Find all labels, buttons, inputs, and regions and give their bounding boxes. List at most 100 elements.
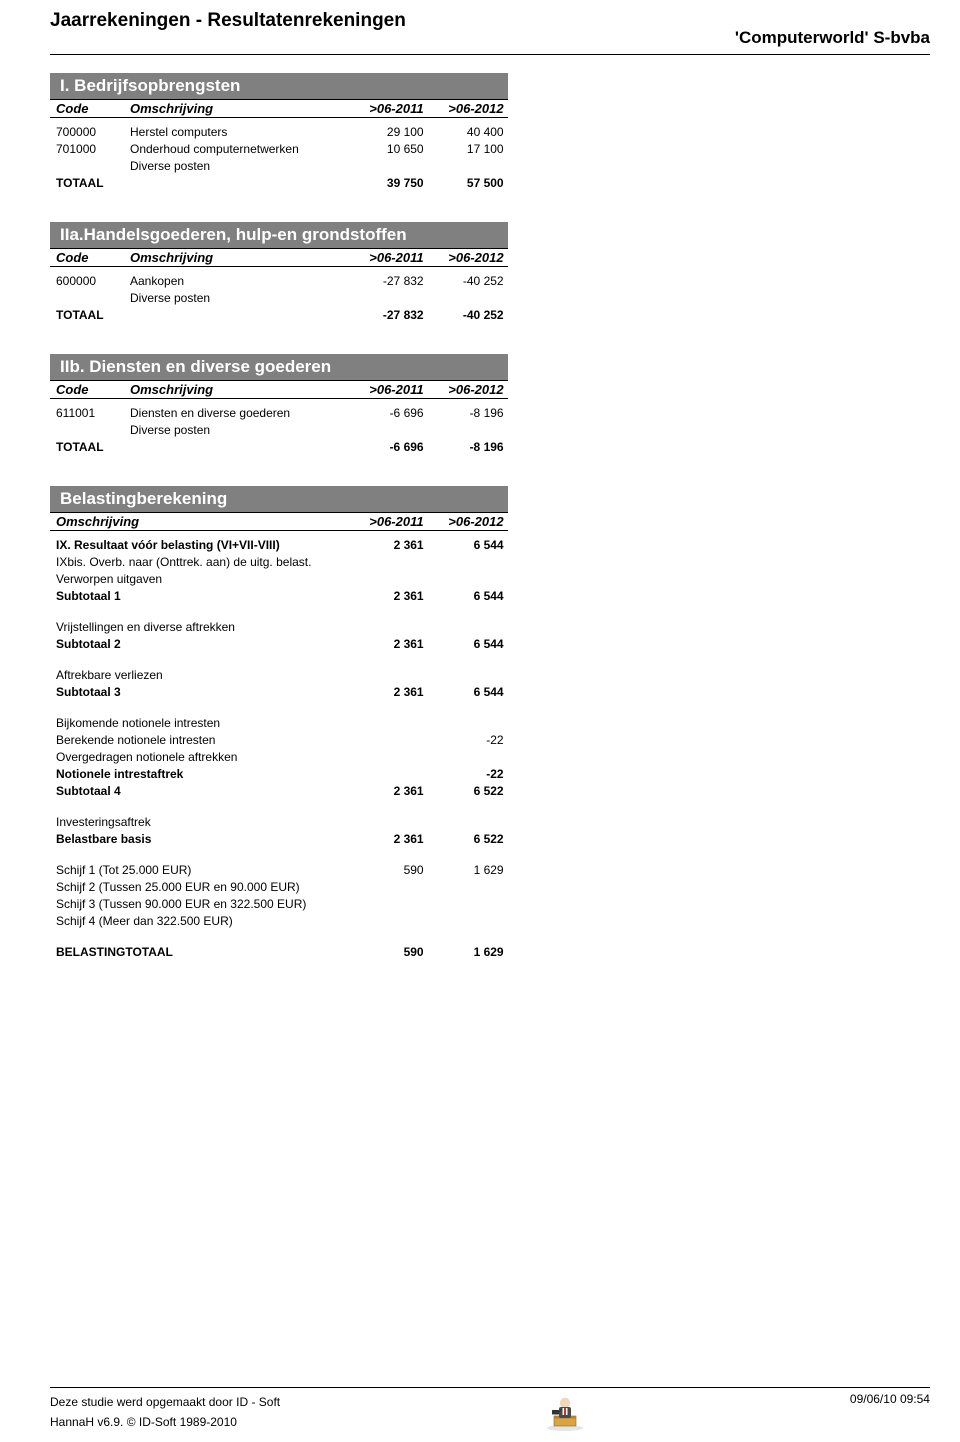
cell-y2 <box>428 749 508 766</box>
report-section: BelastingberekeningOmschrijving>06-2011>… <box>50 486 930 961</box>
col-header-y1: >06-2011 <box>348 250 428 265</box>
cell-y1: 2 361 <box>348 588 428 605</box>
section-title: I. Bedrijfsopbrengsten <box>50 73 508 99</box>
col-header-y2: >06-2012 <box>428 382 508 397</box>
cell-y1 <box>348 554 428 571</box>
column-header-row: CodeOmschrijving>06-2011>06-2012 <box>50 99 508 118</box>
cell-desc: Schijf 4 (Meer dan 322.500 EUR) <box>50 913 348 930</box>
col-header-y2: >06-2012 <box>428 101 508 116</box>
cell-desc: Subtotaal 2 <box>50 636 348 653</box>
cell-y2: -8 196 <box>428 439 508 456</box>
cell-y2 <box>428 667 508 684</box>
cell-code: 600000 <box>50 273 130 290</box>
cell-desc: Overgedragen notionele aftrekken <box>50 749 348 766</box>
cell-desc: IXbis. Overb. naar (Onttrek. aan) de uit… <box>50 554 348 571</box>
cell-desc: Vrijstellingen en diverse aftrekken <box>50 619 348 636</box>
report-section: IIb. Diensten en diverse goederenCodeOms… <box>50 354 930 456</box>
table-row: 701000Onderhoud computernetwerken10 6501… <box>50 141 508 158</box>
cell-y2: 6 544 <box>428 537 508 554</box>
table-row: Notionele intrestaftrek-22 <box>50 766 508 783</box>
cell-y2: -40 252 <box>428 307 508 324</box>
cell-desc: Diverse posten <box>130 290 348 307</box>
cell-y2 <box>428 554 508 571</box>
table-row: 600000Aankopen-27 832-40 252 <box>50 273 508 290</box>
cell-desc <box>130 175 348 192</box>
cell-desc: Belastbare basis <box>50 831 348 848</box>
data-block: IX. Resultaat vóór belasting (VI+VII-VII… <box>50 531 508 961</box>
cell-y2 <box>428 814 508 831</box>
cell-y1 <box>348 814 428 831</box>
cell-code: 701000 <box>50 141 130 158</box>
column-header-row: Omschrijving>06-2011>06-2012 <box>50 512 508 531</box>
col-header-code: Code <box>50 382 130 397</box>
cell-y2: -22 <box>428 732 508 749</box>
footer-version: HannaH v6.9. © ID-Soft 1989-2010 <box>50 1412 280 1432</box>
cell-y1 <box>348 913 428 930</box>
cell-y2: 6 544 <box>428 636 508 653</box>
section-title: Belastingberekening <box>50 486 508 512</box>
header-divider <box>50 54 930 55</box>
cell-y2 <box>428 715 508 732</box>
section-title: IIb. Diensten en diverse goederen <box>50 354 508 380</box>
footer-left: Deze studie werd opgemaakt door ID - Sof… <box>50 1392 280 1432</box>
table-row: Verworpen uitgaven <box>50 571 508 588</box>
table-row: Subtotaal 32 3616 544 <box>50 684 508 701</box>
cell-y1 <box>348 571 428 588</box>
table-row: Schijf 3 (Tussen 90.000 EUR en 322.500 E… <box>50 896 508 913</box>
cell-desc: Berekende notionele intresten <box>50 732 348 749</box>
cell-y1: -27 832 <box>348 307 428 324</box>
table-row: Subtotaal 12 3616 544 <box>50 588 508 605</box>
col-header-code: Code <box>50 101 130 116</box>
cell-y1: 29 100 <box>348 124 428 141</box>
cell-desc: IX. Resultaat vóór belasting (VI+VII-VII… <box>50 537 348 554</box>
cell-y2 <box>428 879 508 896</box>
column-header-row: CodeOmschrijving>06-2011>06-2012 <box>50 380 508 399</box>
cell-desc: Verworpen uitgaven <box>50 571 348 588</box>
cell-y1: 10 650 <box>348 141 428 158</box>
cell-y2: 1 629 <box>428 862 508 879</box>
cell-y1 <box>348 715 428 732</box>
cell-code: TOTAAL <box>50 439 130 456</box>
cell-desc: Diensten en diverse goederen <box>130 405 348 422</box>
table-row: Subtotaal 42 3616 522 <box>50 783 508 800</box>
footer-timestamp: 09/06/10 09:54 <box>850 1392 930 1406</box>
cell-y2: 6 544 <box>428 588 508 605</box>
cell-y2: 6 522 <box>428 831 508 848</box>
table-row: Investeringsaftrek <box>50 814 508 831</box>
cell-y1: 2 361 <box>348 783 428 800</box>
cell-y1: 2 361 <box>348 537 428 554</box>
cell-y1: -27 832 <box>348 273 428 290</box>
table-row: 611001Diensten en diverse goederen-6 696… <box>50 405 508 422</box>
table-row: TOTAAL-6 696-8 196 <box>50 439 508 456</box>
cell-code: TOTAAL <box>50 175 130 192</box>
data-block: 611001Diensten en diverse goederen-6 696… <box>50 399 508 456</box>
cell-y2: -40 252 <box>428 273 508 290</box>
cell-y1 <box>348 896 428 913</box>
cell-desc: Onderhoud computernetwerken <box>130 141 348 158</box>
cell-y1 <box>348 422 428 439</box>
table-row: Berekende notionele intresten -22 <box>50 732 508 749</box>
cell-desc: Bijkomende notionele intresten <box>50 715 348 732</box>
footer-credit: Deze studie werd opgemaakt door ID - Sof… <box>50 1392 280 1412</box>
cell-y2: 6 544 <box>428 684 508 701</box>
cell-code: TOTAAL <box>50 307 130 324</box>
cell-y1: 2 361 <box>348 831 428 848</box>
table-row: Overgedragen notionele aftrekken <box>50 749 508 766</box>
table-row: IXbis. Overb. naar (Onttrek. aan) de uit… <box>50 554 508 571</box>
sections-container: I. BedrijfsopbrengstenCodeOmschrijving>0… <box>50 73 930 961</box>
table-row: IX. Resultaat vóór belasting (VI+VII-VII… <box>50 537 508 554</box>
cell-code <box>50 158 130 175</box>
cell-desc: Diverse posten <box>130 158 348 175</box>
col-header-y1: >06-2011 <box>348 382 428 397</box>
table-row: Aftrekbare verliezen <box>50 667 508 684</box>
cell-y1: 39 750 <box>348 175 428 192</box>
cell-y2 <box>428 913 508 930</box>
cell-y2: 1 629 <box>428 944 508 961</box>
table-row: Diverse posten <box>50 158 508 175</box>
cell-desc: Subtotaal 1 <box>50 588 348 605</box>
cell-y2: 17 100 <box>428 141 508 158</box>
table-row: TOTAAL -27 832-40 252 <box>50 307 508 324</box>
cell-desc: Subtotaal 3 <box>50 684 348 701</box>
cell-desc: Investeringsaftrek <box>50 814 348 831</box>
cell-code <box>50 422 130 439</box>
